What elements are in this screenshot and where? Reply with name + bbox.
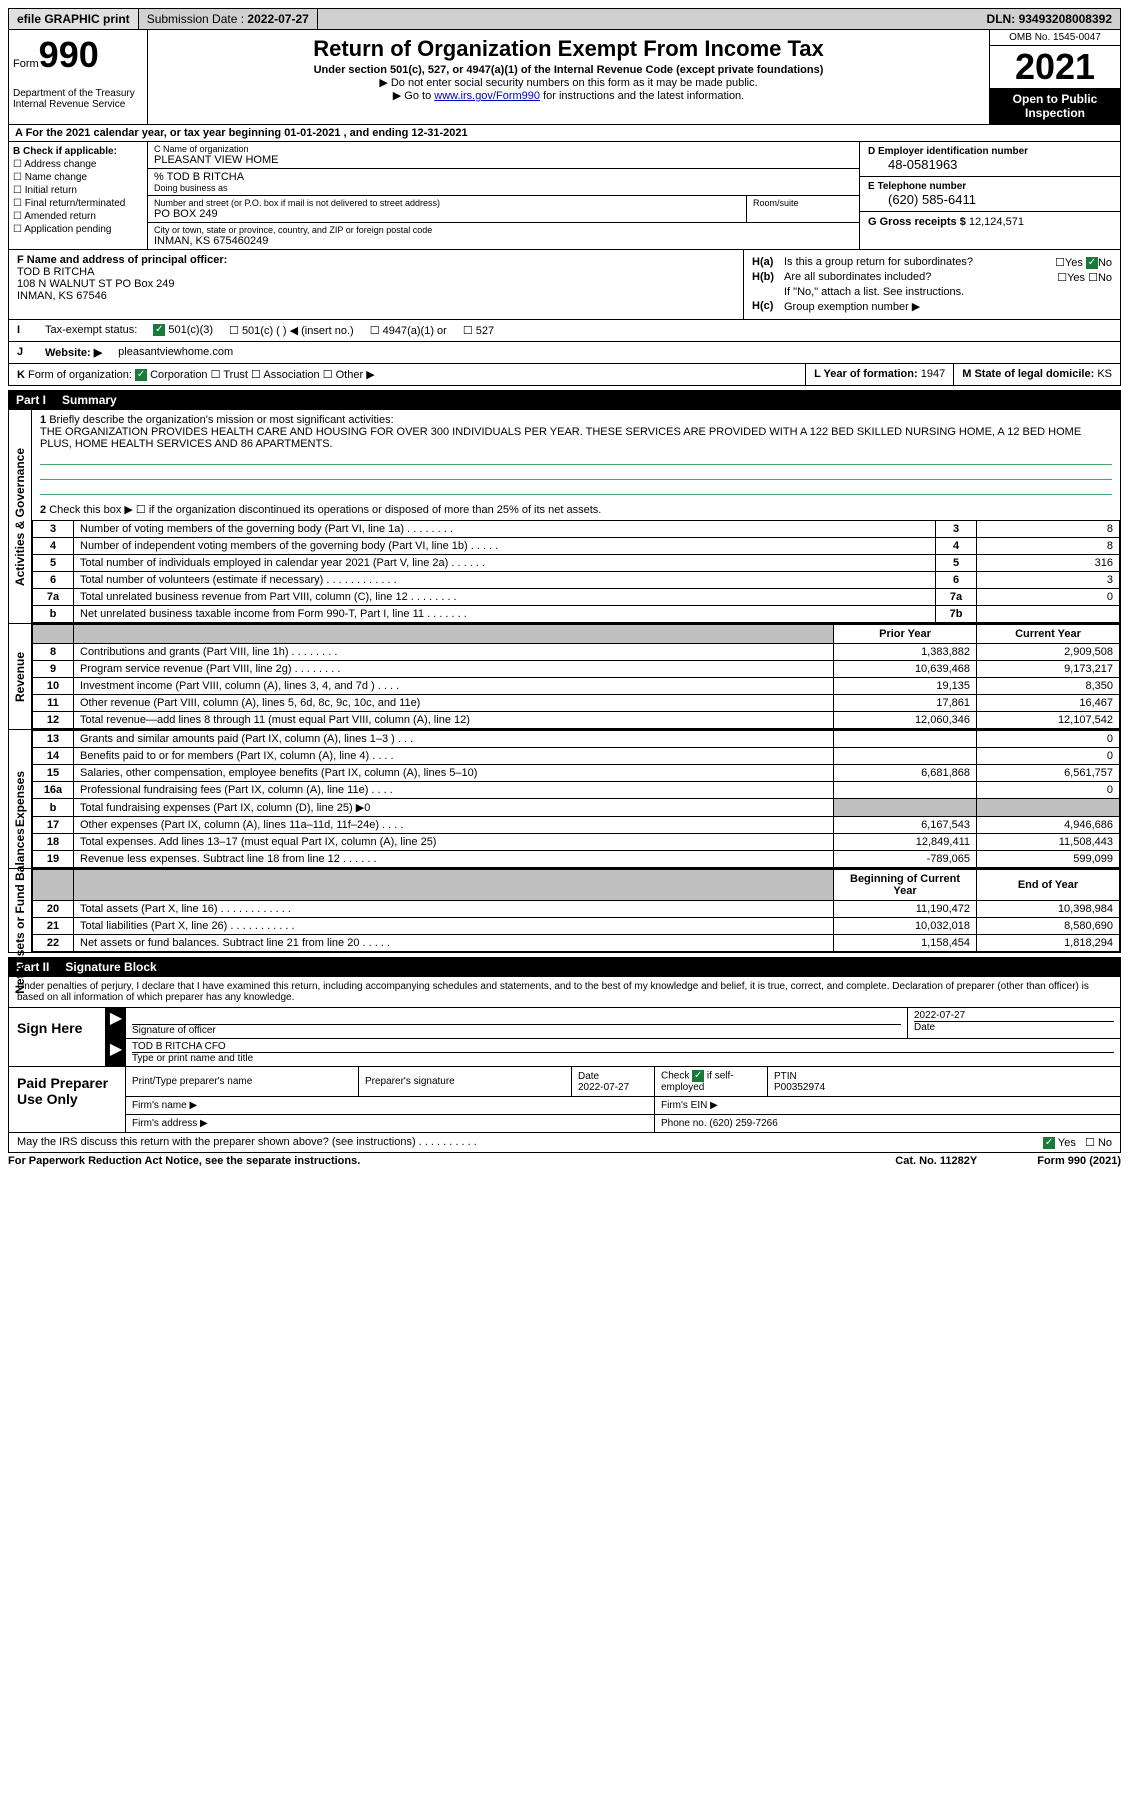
submission-date: Submission Date : 2022-07-27	[139, 9, 318, 29]
street-address: PO BOX 249	[154, 208, 740, 220]
check-icon: ✓	[1043, 1137, 1055, 1149]
officer-name-title: TOD B RITCHA CFO	[132, 1041, 1114, 1052]
paid-preparer-block: Paid Preparer Use Only Print/Type prepar…	[8, 1067, 1121, 1133]
website-value: pleasantviewhome.com	[118, 346, 233, 359]
discuss-row: May the IRS discuss this return with the…	[8, 1133, 1121, 1153]
state-domicile: KS	[1097, 368, 1112, 380]
city-state-zip: INMAN, KS 675460249	[154, 235, 853, 247]
check-icon: ✓	[692, 1070, 704, 1082]
col-b-checkboxes: B Check if applicable: ☐ Address change …	[9, 142, 148, 249]
chk-amended-return[interactable]: ☐ Amended return	[13, 211, 143, 222]
side-tab-governance: Activities & Governance	[9, 410, 32, 623]
dept-label: Department of the Treasury Internal Reve…	[13, 88, 143, 110]
sign-here-block: Sign Here ▶ Signature of officer 2022-07…	[8, 1008, 1121, 1067]
chk-application-pending[interactable]: ☐ Application pending	[13, 224, 143, 235]
row-j-website: J Website: ▶ pleasantviewhome.com	[8, 342, 1121, 364]
year-formation: 1947	[921, 368, 945, 380]
paperwork-footer: For Paperwork Reduction Act Notice, see …	[8, 1155, 1121, 1167]
part2-header: Part II Signature Block	[8, 957, 1121, 977]
chk-name-change[interactable]: ☐ Name change	[13, 172, 143, 183]
year-box: OMB No. 1545-0047 2021 Open to Public In…	[989, 30, 1120, 124]
mission-text: 1 Briefly describe the organization's mi…	[32, 410, 1120, 499]
form-number-box: Form990 Department of the Treasury Inter…	[9, 30, 148, 124]
preparer-date: 2022-07-27	[578, 1082, 629, 1093]
chk-initial-return[interactable]: ☐ Initial return	[13, 185, 143, 196]
expenses-block: Expenses 13Grants and similar amounts pa…	[8, 730, 1121, 869]
col-d-ein-phone: D Employer identification number 48-0581…	[859, 142, 1120, 249]
part1-header: Part I Summary	[8, 390, 1121, 410]
form-header: Form990 Department of the Treasury Inter…	[8, 30, 1121, 125]
col-c-org-info: C Name of organization PLEASANT VIEW HOM…	[148, 142, 859, 249]
efile-print-button[interactable]: efile GRAPHIC print	[9, 9, 139, 29]
revenue-table: Prior YearCurrent Year8Contributions and…	[32, 624, 1120, 729]
balances-table: Beginning of Current YearEnd of Year20To…	[32, 869, 1120, 952]
section-bcde: B Check if applicable: ☐ Address change …	[8, 142, 1121, 250]
side-tab-balances: Net Assets or Fund Balances	[9, 869, 32, 952]
section-fh: F Name and address of principal officer:…	[8, 250, 1121, 320]
principal-officer: F Name and address of principal officer:…	[9, 250, 743, 319]
expenses-table: 13Grants and similar amounts paid (Part …	[32, 730, 1120, 868]
arrow-icon: ▶	[106, 1039, 126, 1066]
side-tab-revenue: Revenue	[9, 624, 32, 729]
ptin-value: P00352974	[774, 1082, 825, 1093]
chk-address-change[interactable]: ☐ Address change	[13, 159, 143, 170]
org-name: PLEASANT VIEW HOME	[154, 154, 853, 166]
group-return-box: H(a) Is this a group return for subordin…	[743, 250, 1120, 319]
title-box: Return of Organization Exempt From Incom…	[148, 30, 989, 124]
check-icon: ✓	[135, 369, 147, 381]
revenue-block: Revenue Prior YearCurrent Year8Contribut…	[8, 624, 1121, 730]
governance-table: 3Number of voting members of the governi…	[32, 520, 1120, 623]
officer-sig-date: 2022-07-27	[914, 1010, 1114, 1021]
room-suite: Room/suite	[747, 196, 859, 222]
form-title: Return of Organization Exempt From Incom…	[156, 36, 981, 62]
balances-block: Net Assets or Fund Balances Beginning of…	[8, 869, 1121, 953]
row-a-tax-year: A For the 2021 calendar year, or tax yea…	[8, 125, 1121, 142]
phone-value: (620) 585-6411	[868, 192, 1112, 207]
arrow-icon: ▶	[106, 1008, 126, 1038]
check-icon: ✓	[153, 324, 165, 336]
top-bar: efile GRAPHIC print Submission Date : 20…	[8, 8, 1121, 30]
ein-value: 48-0581963	[868, 157, 1112, 172]
row-i-tax-status: I Tax-exempt status: ✓ 501(c)(3) ☐ 501(c…	[8, 320, 1121, 342]
irs-link[interactable]: www.irs.gov/Form990	[434, 90, 540, 102]
row-k-form-org: K Form of organization: ✓ Corporation ☐ …	[8, 364, 1121, 386]
governance-block: Activities & Governance 1 Briefly descri…	[8, 410, 1121, 624]
chk-final-return[interactable]: ☐ Final return/terminated	[13, 198, 143, 209]
firm-phone: (620) 259-7266	[709, 1118, 777, 1129]
care-of: % TOD B RITCHA	[154, 171, 853, 183]
check-icon: ✓	[1086, 257, 1098, 269]
perjury-declaration: Under penalties of perjury, I declare th…	[8, 977, 1121, 1008]
dln: DLN: 93493208008392	[979, 9, 1120, 29]
gross-receipts: 12,124,571	[969, 216, 1024, 228]
